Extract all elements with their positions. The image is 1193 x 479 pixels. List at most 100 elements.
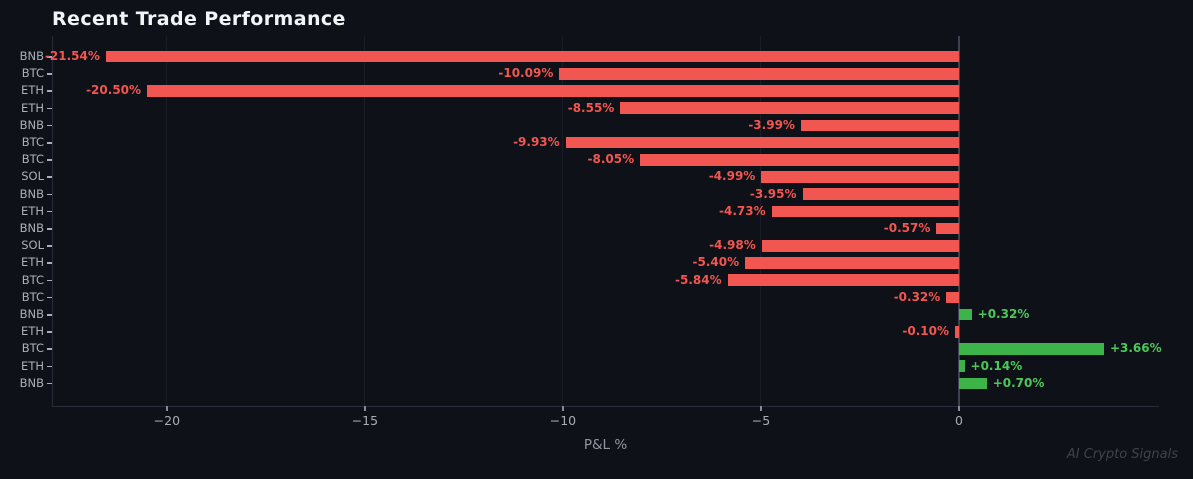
y-axis-label: ETH (21, 83, 44, 98)
x-tick (562, 406, 564, 411)
bar-row: BNB -0.57% (0, 220, 1193, 237)
bar-row: ETH +0.14% (0, 358, 1193, 375)
bar-positive (958, 377, 987, 390)
bar-value-label: -0.57% (883, 221, 931, 235)
gridline (166, 36, 168, 406)
bar-negative (802, 188, 959, 200)
x-tick-label: −10 (549, 413, 577, 428)
bar-row: BNB -3.99% (0, 117, 1193, 134)
y-tick (46, 348, 52, 350)
y-axis-label: ETH (21, 358, 44, 373)
y-axis-label: BTC (21, 152, 44, 167)
bar-negative (727, 274, 959, 286)
bar-row: BTC -0.32% (0, 289, 1193, 306)
y-tick (46, 245, 52, 247)
x-tick-label: −15 (351, 413, 379, 428)
bar-negative (105, 50, 959, 63)
watermark-text: AI Crypto Signals (1066, 447, 1178, 462)
bar-negative (745, 257, 959, 269)
y-axis-label: ETH (21, 203, 44, 218)
y-axis-label: BNB (19, 221, 44, 235)
bar-value-label: -5.84% (675, 272, 722, 287)
bar-negative (620, 102, 959, 114)
bar-row: ETH -0.10% (0, 323, 1193, 340)
y-axis-label: BTC (21, 66, 44, 81)
y-tick (46, 142, 52, 144)
bar-negative (640, 154, 959, 166)
bar-value-label: -20.50% (86, 83, 142, 98)
bar-value-label: +0.70% (992, 375, 1045, 390)
y-tick (46, 56, 52, 58)
bar-negative (955, 326, 959, 338)
bar-negative (800, 119, 959, 132)
bar-value-label: -9.93% (513, 135, 560, 149)
y-tick (46, 331, 52, 333)
bar-value-label: +0.14% (970, 358, 1023, 373)
x-axis-spine (52, 406, 1159, 407)
gridline (562, 36, 564, 406)
bar-row: ETH -5.40% (0, 254, 1193, 271)
bar-positive (958, 343, 1104, 355)
bar-negative (761, 171, 959, 183)
bar-row: BTC +3.66% (0, 340, 1193, 357)
bar-row: ETH -4.73% (0, 203, 1193, 220)
x-tick (760, 406, 762, 411)
x-tick-label: −20 (153, 413, 181, 428)
bar-value-label: -4.98% (709, 238, 756, 253)
y-tick (46, 382, 52, 385)
x-tick (364, 406, 366, 411)
bar-negative (936, 222, 959, 235)
bar-row: BNB -21.54% (0, 48, 1193, 65)
x-axis-title: P&L % (583, 437, 628, 453)
bar-value-label: -8.05% (587, 152, 635, 167)
y-tick (46, 124, 52, 127)
bar-row: BTC -10.09% (0, 65, 1193, 82)
y-tick (46, 262, 52, 264)
y-tick (46, 193, 52, 196)
bar-negative (147, 85, 959, 97)
y-tick (46, 210, 52, 213)
y-axis-label: SOL (21, 169, 44, 184)
y-axis-label: BNB (19, 375, 44, 390)
y-axis-label: BNB (19, 117, 44, 132)
bar-value-label: -4.99% (708, 169, 756, 184)
y-axis-label: BNB (19, 186, 44, 201)
y-tick (46, 314, 52, 316)
bar-value-label: -4.73% (719, 203, 766, 218)
y-tick (46, 228, 52, 230)
bar-value-label: -10.09% (498, 66, 554, 81)
bar-value-label: -3.99% (748, 117, 795, 132)
bar-value-label: -3.95% (749, 186, 797, 201)
y-axis-label: BTC (21, 289, 44, 304)
bar-negative (946, 291, 959, 304)
bar-row: SOL -4.98% (0, 237, 1193, 254)
y-axis-label: BNB (19, 307, 44, 321)
y-axis-label: SOL (21, 238, 44, 253)
bar-row: BTC -9.93% (0, 134, 1193, 151)
gridline (364, 36, 366, 406)
y-axis-label: BTC (21, 135, 44, 149)
bar-row: BNB +0.70% (0, 375, 1193, 392)
bar-negative (565, 136, 959, 149)
bar-row: BTC -8.05% (0, 151, 1193, 168)
bar-value-label: -0.10% (902, 324, 950, 339)
bar-value-label: +0.32% (977, 307, 1030, 321)
y-tick (46, 296, 52, 299)
bar-value-label: -21.54% (44, 49, 100, 63)
y-axis-label: ETH (21, 100, 44, 115)
bar-negative (771, 205, 959, 218)
bar-value-label: -5.40% (692, 255, 740, 270)
bar-value-label: -8.55% (567, 100, 615, 115)
chart-title: Recent Trade Performance (52, 8, 346, 30)
bar-positive (958, 308, 972, 321)
bar-value-label: -0.32% (893, 289, 941, 304)
gridline (760, 36, 762, 406)
y-tick (46, 107, 52, 110)
bar-value-label: +3.66% (1109, 341, 1162, 356)
x-tick-label: −5 (751, 413, 771, 428)
y-axis-label: BTC (21, 272, 44, 287)
bar-row: BTC -5.84% (0, 272, 1193, 289)
bar-row: BNB -3.95% (0, 186, 1193, 203)
bar-negative (559, 68, 959, 80)
